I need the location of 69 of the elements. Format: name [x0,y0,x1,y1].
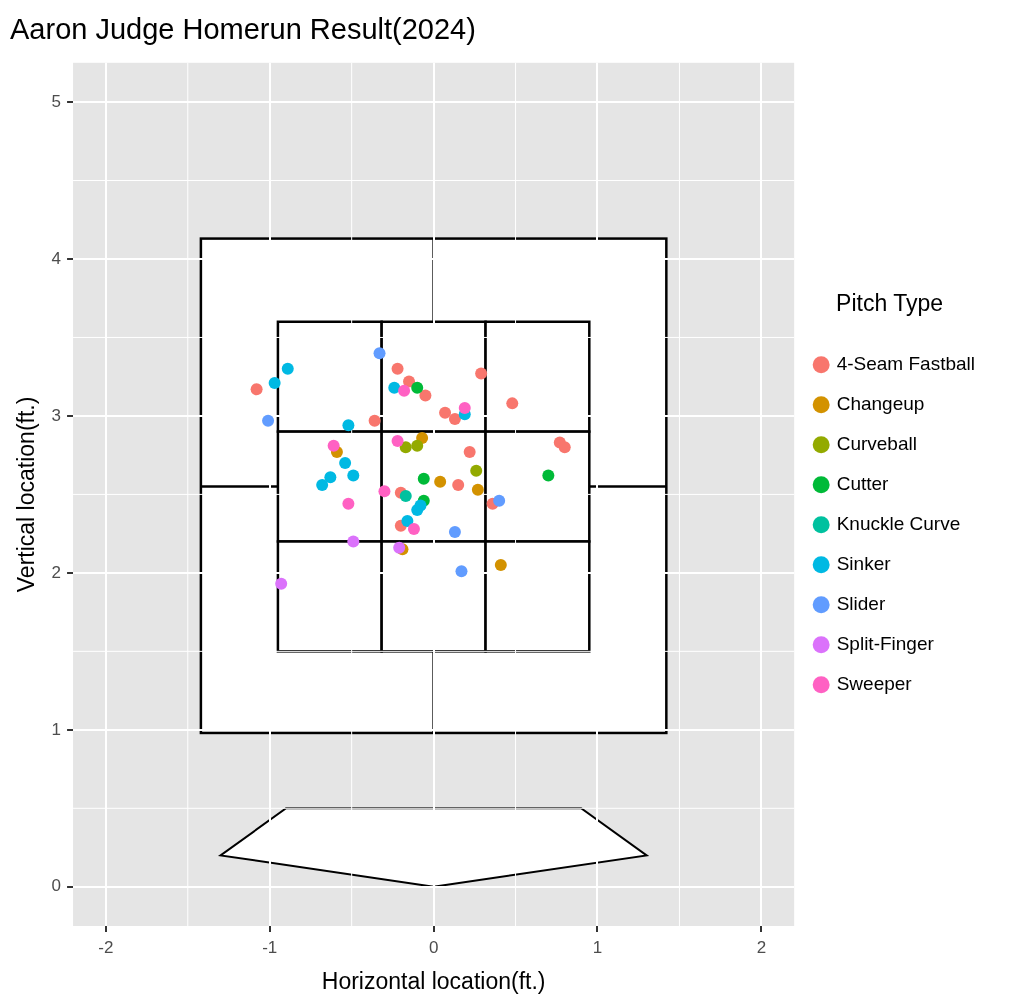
point [391,435,404,448]
point [347,535,360,548]
y-tick-label: 3 [51,405,62,425]
point [448,526,461,539]
point [398,384,411,397]
legend-label: Curveball [836,433,917,455]
x-tick-label: 0 [428,937,439,957]
y-tick-label: 1 [51,719,62,739]
legend-label: Sweeper [836,673,913,695]
point [275,577,288,590]
point [324,471,337,484]
point [262,414,275,427]
point [419,389,432,402]
point [471,483,484,496]
x-tick-label: -1 [262,937,278,957]
y-tick-label: 2 [51,562,62,582]
point [391,362,404,375]
point [316,478,329,491]
point [470,464,483,477]
point [327,439,340,452]
y-tick-label: 5 [51,91,62,111]
point [494,559,507,572]
point [411,439,424,452]
point [378,485,391,498]
point [407,522,420,535]
point [411,381,424,394]
legend-label: Cutter [836,473,890,495]
point [388,381,401,394]
point [506,397,519,410]
x-tick-label: 1 [592,937,603,957]
point [268,376,281,389]
point [558,441,571,454]
point [373,347,386,360]
x-axis-title: Horizontal location(ft.) [321,967,546,994]
point [342,497,355,510]
x-tick-label: 2 [756,937,767,957]
y-tick-label: 4 [51,248,62,268]
y-axis-title: Vertical location(ft.) [13,396,40,593]
legend-title: Pitch Type [836,289,944,316]
legend-label: Split-Finger [836,633,935,655]
point [475,367,488,380]
legend-label: Changeup [836,393,925,415]
point [401,515,414,528]
point [399,441,412,454]
point [368,414,381,427]
point [281,362,294,375]
point [463,446,476,459]
point [417,472,430,485]
legend-label: Knuckle Curve [836,513,961,535]
point [250,383,263,396]
point [414,499,427,512]
point [339,457,352,470]
point [347,469,360,482]
x-tick-label: -2 [98,937,114,957]
point [399,489,412,502]
chart-title: Aaron Judge Homerun Result(2024) [10,13,476,46]
point [458,402,471,415]
legend-label: Sinker [836,553,892,575]
point [493,494,506,507]
point [542,469,555,482]
legend-label: Slider [836,593,886,615]
y-tick-label: 0 [51,876,62,896]
point [448,413,461,426]
point [455,565,468,578]
point [342,419,355,432]
point [439,406,452,419]
legend-label: 4-Seam Fastball [836,353,976,375]
point [452,478,465,491]
point [434,475,447,488]
